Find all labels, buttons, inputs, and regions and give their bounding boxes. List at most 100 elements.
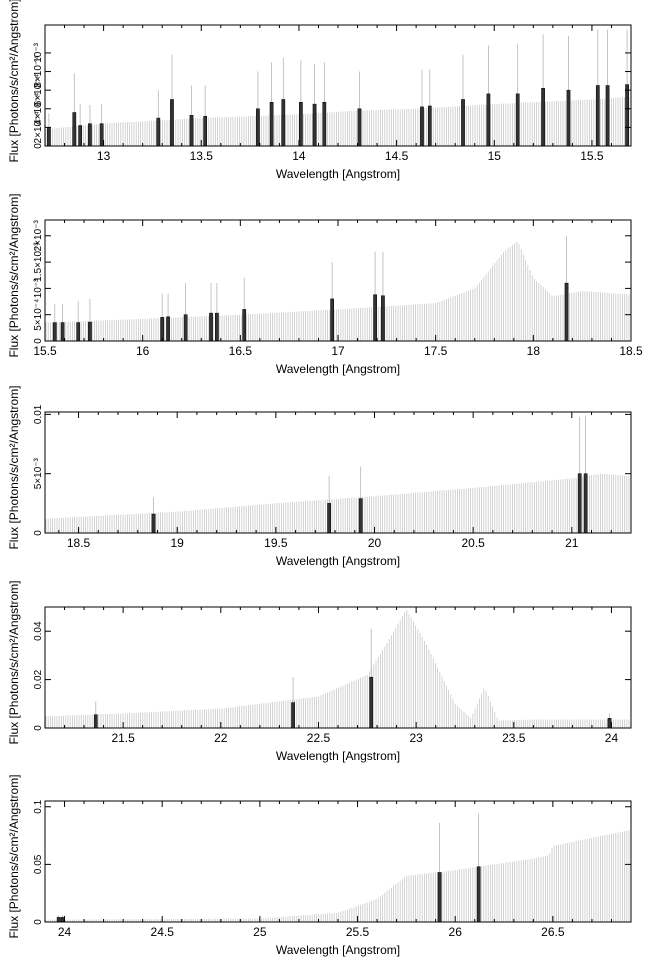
y-axis-label: Flux [Photons/s/cm²/Angstrom] bbox=[7, 193, 21, 357]
x-tick-label: 16.5 bbox=[229, 344, 253, 358]
line-bar bbox=[437, 872, 442, 923]
line-bar bbox=[330, 298, 334, 342]
x-tick-label: 18.5 bbox=[619, 344, 643, 358]
x-axis-label: Wavelength [Angstrom] bbox=[276, 749, 400, 763]
x-tick-label: 17 bbox=[331, 344, 345, 358]
spectrum-panel-2: 15.5 16 16.5 17 17.5 18 18.5 0 5×10⁻⁴10⁻³1.5×10⁻… bbox=[7, 193, 643, 376]
y-tick-label: 4×10⁻⁴ bbox=[33, 93, 44, 125]
y-tick-label: 6×10⁻⁴ bbox=[33, 74, 44, 106]
line-bar bbox=[88, 321, 92, 342]
y-axis-label: Flux [Photons/s/cm²/Angstrom] bbox=[7, 385, 21, 549]
y-axis-label: Flux [Photons/s/cm²/Angstrom] bbox=[7, 0, 21, 163]
x-tick-label: 14 bbox=[292, 149, 306, 163]
x-tick-label: 16 bbox=[136, 344, 150, 358]
line-bar bbox=[461, 99, 465, 147]
y-tick-label: 0 bbox=[33, 338, 44, 344]
line-bar bbox=[160, 317, 165, 342]
x-tick-label: 23 bbox=[409, 731, 423, 745]
line-bar bbox=[420, 106, 424, 147]
line-bar bbox=[281, 99, 286, 147]
x-tick-label: 25 bbox=[253, 925, 267, 939]
line-markers bbox=[52, 235, 569, 342]
line-bar bbox=[256, 108, 260, 147]
x-tick-label: 15.5 bbox=[33, 344, 57, 358]
plot-frame bbox=[44, 411, 632, 534]
x-tick-label: 19.5 bbox=[264, 536, 288, 550]
y-tick-label: 2×10⁻⁴ bbox=[33, 111, 44, 143]
y-tick-label: 0.01 bbox=[33, 404, 44, 424]
x-tick-label: 18 bbox=[527, 344, 541, 358]
spectrum-panel-5: 24 24.5 25 25.5 26 26.5 0 0.05 0.1 Wavelength [An… bbox=[7, 774, 632, 957]
line-bar bbox=[312, 103, 317, 147]
line-bar bbox=[515, 93, 520, 147]
line-bar bbox=[358, 498, 363, 534]
line-bar bbox=[183, 314, 188, 342]
line-markers bbox=[47, 29, 629, 147]
y-tick-label: 0 bbox=[33, 725, 44, 731]
line-bar bbox=[269, 102, 274, 147]
x-tick-label: 20 bbox=[368, 536, 382, 550]
x-axis-label: Wavelength [Angstrom] bbox=[276, 554, 400, 568]
line-bar bbox=[369, 676, 374, 729]
y-axis-label: Flux [Photons/s/cm²/Angstrom] bbox=[7, 774, 21, 938]
y-tick-label: 5×10⁻³ bbox=[33, 457, 44, 489]
y-tick-label: 0.1 bbox=[33, 799, 44, 813]
continuum-bars bbox=[45, 610, 630, 728]
y-tick-label: 0 bbox=[33, 919, 44, 925]
line-bar bbox=[56, 917, 61, 923]
x-tick-label: 21.5 bbox=[111, 731, 135, 745]
x-tick-label: 13.5 bbox=[190, 149, 214, 163]
spectrum-panel-3: 18.5 19 19.5 20 20.5 21 0 5×10⁻³ 0.01 Wavelength … bbox=[7, 385, 632, 568]
y-tick-label: 0 bbox=[33, 143, 44, 149]
line-bar bbox=[427, 105, 432, 147]
x-tick-label: 20.5 bbox=[461, 536, 485, 550]
x-axis-label: Wavelength [Angstrom] bbox=[276, 943, 400, 957]
line-bar bbox=[203, 115, 208, 147]
line-bar bbox=[242, 309, 247, 342]
line-bar bbox=[166, 316, 170, 342]
line-markers bbox=[151, 415, 588, 534]
continuum-bars bbox=[45, 241, 630, 341]
line-bar bbox=[605, 85, 610, 147]
x-tick-label: 25.5 bbox=[346, 925, 370, 939]
line-bar bbox=[381, 295, 385, 342]
line-bar bbox=[564, 282, 569, 342]
x-tick-label: 15 bbox=[488, 149, 502, 163]
line-bar bbox=[60, 917, 65, 923]
line-bar bbox=[291, 702, 295, 729]
line-bar bbox=[541, 88, 545, 147]
line-bar bbox=[595, 85, 600, 147]
y-tick-label: 1.5×10⁻³ bbox=[33, 242, 44, 282]
x-axis-label: Wavelength [Angstrom] bbox=[276, 362, 400, 376]
x-tick-label: 15.5 bbox=[580, 149, 604, 163]
line-bar bbox=[625, 84, 629, 147]
line-bar bbox=[78, 125, 83, 147]
line-bar bbox=[189, 115, 194, 147]
x-tick-label: 14.5 bbox=[385, 149, 409, 163]
x-tick-label: 19 bbox=[171, 536, 185, 550]
y-tick-label: 0.05 bbox=[33, 854, 44, 874]
x-tick-label: 26 bbox=[449, 925, 463, 939]
line-bar bbox=[151, 513, 156, 534]
y-tick-label: 0.02 bbox=[33, 669, 44, 689]
x-tick-label: 24 bbox=[58, 925, 72, 939]
line-bar bbox=[60, 322, 65, 342]
line-bar bbox=[93, 714, 98, 729]
line-bar bbox=[215, 312, 219, 342]
line-bar bbox=[327, 503, 331, 534]
line-bar bbox=[476, 866, 481, 923]
line-bar bbox=[373, 294, 377, 342]
line-bar bbox=[566, 89, 571, 147]
spectrum-panel-4: 21.5 22 22.5 23 23.5 24 0 0.02 0.04 Wavelength [A… bbox=[7, 580, 632, 763]
line-bar bbox=[577, 473, 582, 534]
continuum-bars bbox=[45, 473, 630, 533]
line-bar bbox=[357, 108, 362, 147]
y-tick-label: 5×10⁻⁴ bbox=[33, 299, 44, 331]
y-tick-label: 2×10⁻³ bbox=[33, 220, 44, 252]
line-bar bbox=[52, 322, 57, 342]
x-tick-label: 24.5 bbox=[151, 925, 175, 939]
x-tick-label: 17.5 bbox=[424, 344, 448, 358]
plot-frame bbox=[44, 606, 632, 729]
line-bar bbox=[72, 112, 77, 147]
line-bar bbox=[607, 718, 612, 729]
